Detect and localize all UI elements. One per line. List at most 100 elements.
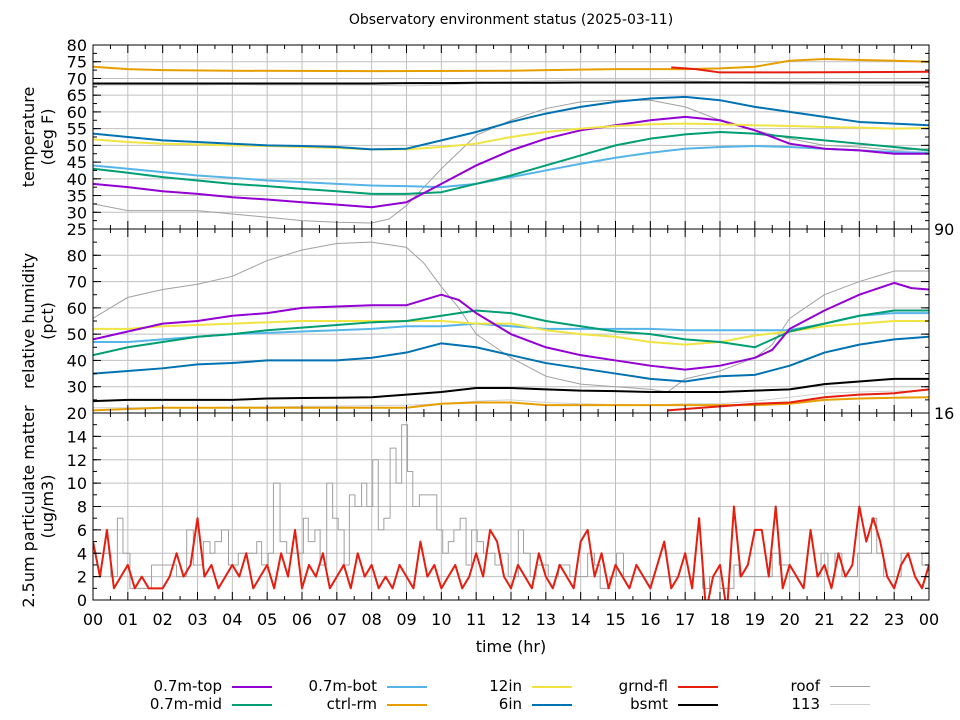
y-tick-label: 14 — [67, 427, 87, 446]
x-tick-label: 11 — [466, 610, 486, 629]
x-tick-label: 02 — [152, 610, 172, 629]
y-tick-label: 8 — [77, 498, 87, 517]
legend-item-ctrl-rm: ctrl-rm — [287, 695, 427, 713]
legend-label: ctrl-rm — [326, 695, 377, 713]
x-tick-label: 14 — [570, 610, 590, 629]
legend-item-bsmt: bsmt — [578, 695, 718, 713]
legend-item-12in: 12in — [432, 677, 572, 695]
x-tick-label: 17 — [675, 610, 695, 629]
series-particulate-roof — [93, 424, 929, 589]
legend-swatch — [387, 704, 427, 706]
legend-label: bsmt — [630, 695, 668, 713]
x-tick-label: 23 — [884, 610, 904, 629]
panel-frame — [92, 412, 930, 601]
legend-swatch — [678, 704, 718, 706]
series-temperature-grnd-fl — [671, 66, 929, 74]
legend-item-6in: 6in — [432, 695, 572, 713]
x-tick-label: 00 — [83, 610, 103, 629]
x-tick-label: 12 — [501, 610, 521, 629]
y-tick-label: 6 — [77, 521, 87, 540]
y-tick-label: 75 — [67, 53, 87, 72]
y-tick-label: 50 — [67, 136, 87, 155]
x-tick-label: 18 — [710, 610, 730, 629]
legend-swatch — [532, 704, 572, 706]
y-tick-label: 65 — [67, 86, 87, 105]
y-tick-label: 35 — [67, 187, 87, 206]
x-tick-label: 09 — [396, 610, 416, 629]
y-axis-label-line: temperature — [19, 87, 38, 188]
x-tick-label: 05 — [257, 610, 277, 629]
legend-swatch — [532, 686, 572, 688]
legend-label: grnd-fl — [618, 677, 668, 695]
legend-label: roof — [790, 677, 820, 695]
y-axis-label-line: (deg F) — [38, 109, 57, 166]
legend-swatch — [830, 686, 870, 687]
legend-swatch — [232, 686, 272, 688]
legend-swatch — [387, 686, 427, 688]
series-humidity-roof — [93, 241, 929, 393]
x-tick-label: 06 — [292, 610, 312, 629]
x-axis-label: time (hr) — [476, 637, 546, 656]
temperature-series — [93, 58, 929, 224]
x-tick-label: 16 — [640, 610, 660, 629]
x-tick-label: 15 — [605, 610, 625, 629]
legend-label: 113 — [791, 695, 820, 713]
series-temperature-12in — [93, 122, 929, 151]
grid — [93, 45, 929, 600]
legend-item-grnd-fl: grnd-fl — [578, 677, 718, 695]
series-temperature-113 — [93, 79, 929, 87]
x-tick-label: 01 — [118, 610, 138, 629]
x-tick-label: 13 — [536, 610, 556, 629]
y-axis-label-line: (ug/m3) — [38, 475, 57, 539]
y-tick-label: 80 — [67, 246, 87, 265]
series-humidity-bsmt — [93, 377, 929, 403]
series-temperature-bsmt — [93, 81, 929, 85]
legend-label: 6in — [498, 695, 522, 713]
y-axis-label: 2.5um particulate matter (ug/m3) — [19, 405, 57, 608]
legend-label: 0.7m-top — [153, 677, 222, 695]
legend-label: 12in — [489, 677, 522, 695]
series-temperature-6in — [93, 95, 929, 151]
legend-item-0.7m-top: 0.7m-top — [140, 677, 272, 695]
legend-label: 0.7m-mid — [149, 695, 222, 713]
y-tick-label: 40 — [67, 351, 87, 370]
y-tick-label: 2 — [77, 568, 87, 587]
x-tick-label: 21 — [814, 610, 834, 629]
series-humidity-0.7m-top — [93, 281, 929, 371]
y-tick-label: 80 — [67, 36, 87, 55]
series-humidity-grnd-fl — [667, 388, 929, 412]
series-humidity-0.7m-mid — [93, 309, 929, 357]
y-tick-label: 16 — [934, 404, 954, 423]
x-tick-label: 10 — [431, 610, 451, 629]
y-tick-label: 30 — [67, 203, 87, 222]
y-tick-label: 60 — [67, 299, 87, 318]
legend-swatch — [232, 704, 272, 706]
y-tick-label: 90 — [934, 220, 954, 239]
y-axis-label-line: relative humidity — [19, 253, 38, 389]
series-temperature-0.7m-top — [93, 115, 929, 209]
x-tick-label: 08 — [361, 610, 381, 629]
x-tick-label: 19 — [745, 610, 765, 629]
x-tick-label: 04 — [222, 610, 242, 629]
y-tick-label: 30 — [67, 378, 87, 397]
y-tick-label: 20 — [67, 404, 87, 423]
y-tick-label: 55 — [67, 120, 87, 139]
y-tick-label: 70 — [67, 69, 87, 88]
series-humidity-6in — [93, 335, 929, 383]
y-axis-label: relative humidity (pct) — [19, 253, 57, 389]
legend-swatch — [678, 686, 718, 688]
legend-item-0.7m-bot: 0.7m-bot — [287, 677, 427, 695]
y-tick-label: 10 — [67, 474, 87, 493]
y-tick-label: 0 — [77, 591, 87, 610]
y-axis-label: temperature (deg F) — [19, 87, 57, 188]
series-temperature-0.7m-mid — [93, 130, 929, 195]
series-temperature-0.7m-bot — [93, 145, 929, 189]
y-tick-label: 12 — [67, 451, 87, 470]
particulate-series — [93, 424, 929, 600]
y-tick-label: 70 — [67, 273, 87, 292]
x-tick-label: 00 — [919, 610, 939, 629]
y-tick-label: 25 — [67, 220, 87, 239]
y-tick-label: 50 — [67, 325, 87, 344]
y-axis-label-line: (pct) — [38, 302, 57, 340]
